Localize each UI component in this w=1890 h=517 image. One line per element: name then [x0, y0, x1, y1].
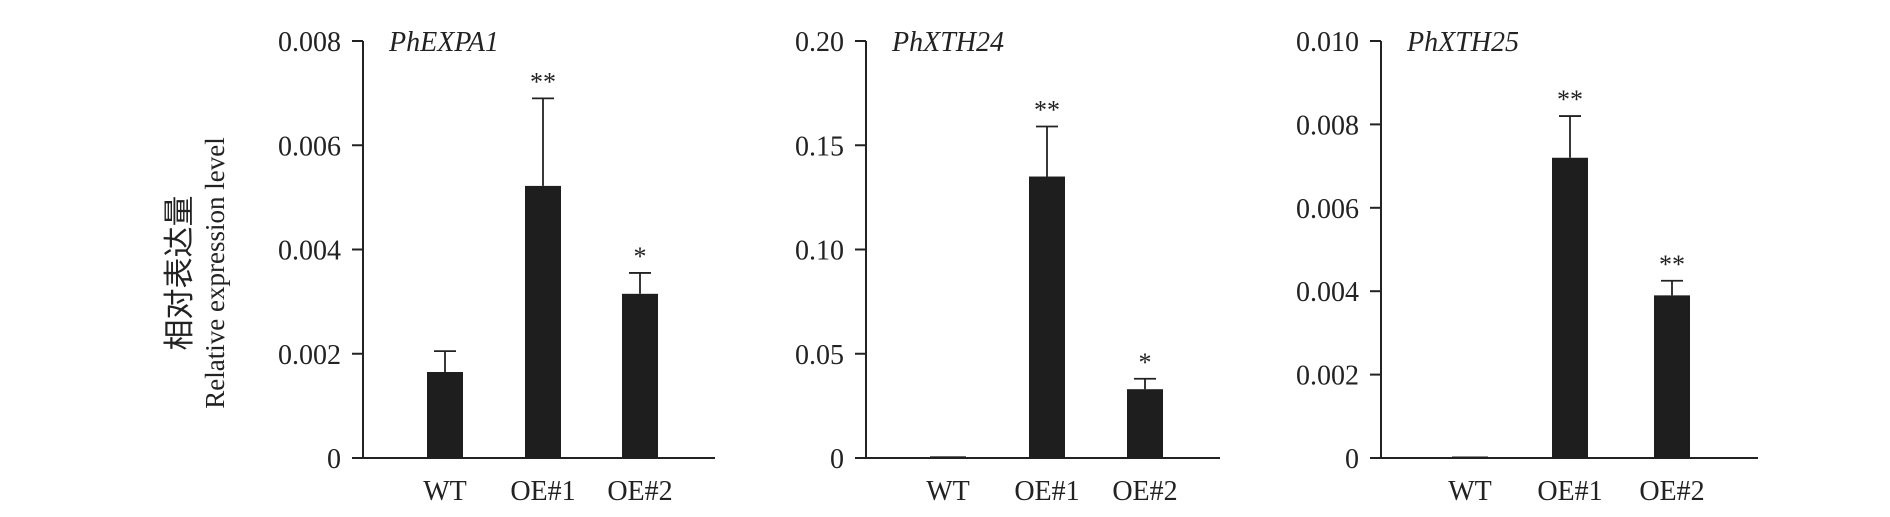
panel-2-bar-OE#1: [1029, 176, 1065, 458]
panel-1-bar-WT: [427, 371, 463, 458]
panel-2-x-tick-label: WT: [926, 476, 970, 507]
panel-2-y-tick-label: 0.15: [795, 131, 844, 162]
panel-1-bar-OE#1: [525, 185, 561, 458]
panel-2-y-tick-label: 0.20: [795, 27, 844, 58]
panel-3-y-tick-label: 0.004: [1296, 277, 1359, 308]
y-axis-label-chinese: 相对表达量: [162, 196, 198, 351]
panel-3-title: PhXTH25: [1406, 27, 1519, 58]
panel-3-x-tick-label: OE#1: [1537, 476, 1602, 507]
panel-1-bar-OE#2: [622, 293, 658, 458]
panel-2-title: PhXTH24: [891, 27, 1004, 58]
panel-1-title: PhEXPA1: [388, 27, 499, 58]
panel-3-x-tick-label: WT: [1448, 476, 1492, 507]
panel-3-y-tick-label: 0.006: [1296, 194, 1359, 225]
panel-3-significance-label: **: [1659, 250, 1685, 279]
panel-1-x-tick-label: WT: [423, 476, 467, 507]
y-axis-label-english: Relative expression level: [200, 137, 230, 408]
panel-2-x-tick-label: OE#1: [1014, 476, 1079, 507]
panel-1-x-tick-label: OE#1: [510, 476, 575, 507]
panel-1-x-tick-label: OE#2: [607, 476, 672, 507]
panel-2-significance-label: **: [1034, 95, 1060, 124]
panel-1-y-tick-label: 0: [327, 444, 341, 475]
panel-3-bar-WT: [1452, 456, 1488, 458]
panel-3-y-tick-label: 0: [1345, 444, 1359, 475]
panel-1-y-tick-label: 0.006: [278, 131, 341, 162]
panel-3-x-tick-label: OE#2: [1639, 476, 1704, 507]
y-axis-label-block: 相对表达量 Relative expression level: [140, 108, 230, 438]
panel-1-y-tick-label: 0.002: [278, 340, 341, 371]
panel-3-y-tick-label: 0.008: [1296, 110, 1359, 141]
panel-3-y-tick-label: 0.002: [1296, 361, 1359, 392]
panel-1-significance-label: *: [634, 242, 647, 271]
panel-2-significance-label: *: [1139, 348, 1152, 377]
panel-3-significance-label: **: [1557, 85, 1583, 114]
panel-3-y-tick-label: 0.010: [1296, 27, 1359, 58]
panel-2-bar-OE#2: [1127, 389, 1163, 458]
y-axis-label-svg: 相对表达量 Relative expression level: [162, 137, 230, 408]
panel-2-bar-WT: [930, 456, 966, 458]
panel-3-bar-OE#2: [1654, 295, 1690, 458]
panel-1-y-tick-label: 0.004: [278, 236, 341, 267]
panel-2-y-tick-label: 0: [830, 444, 844, 475]
panel-2-x-tick-label: OE#2: [1112, 476, 1177, 507]
panel-1-significance-label: **: [530, 67, 556, 96]
panel-2-y-tick-label: 0.10: [795, 236, 844, 267]
panel-1-y-tick-label: 0.008: [278, 27, 341, 58]
panel-3-bar-OE#1: [1552, 157, 1588, 458]
panel-2-y-tick-label: 0.05: [795, 340, 844, 371]
